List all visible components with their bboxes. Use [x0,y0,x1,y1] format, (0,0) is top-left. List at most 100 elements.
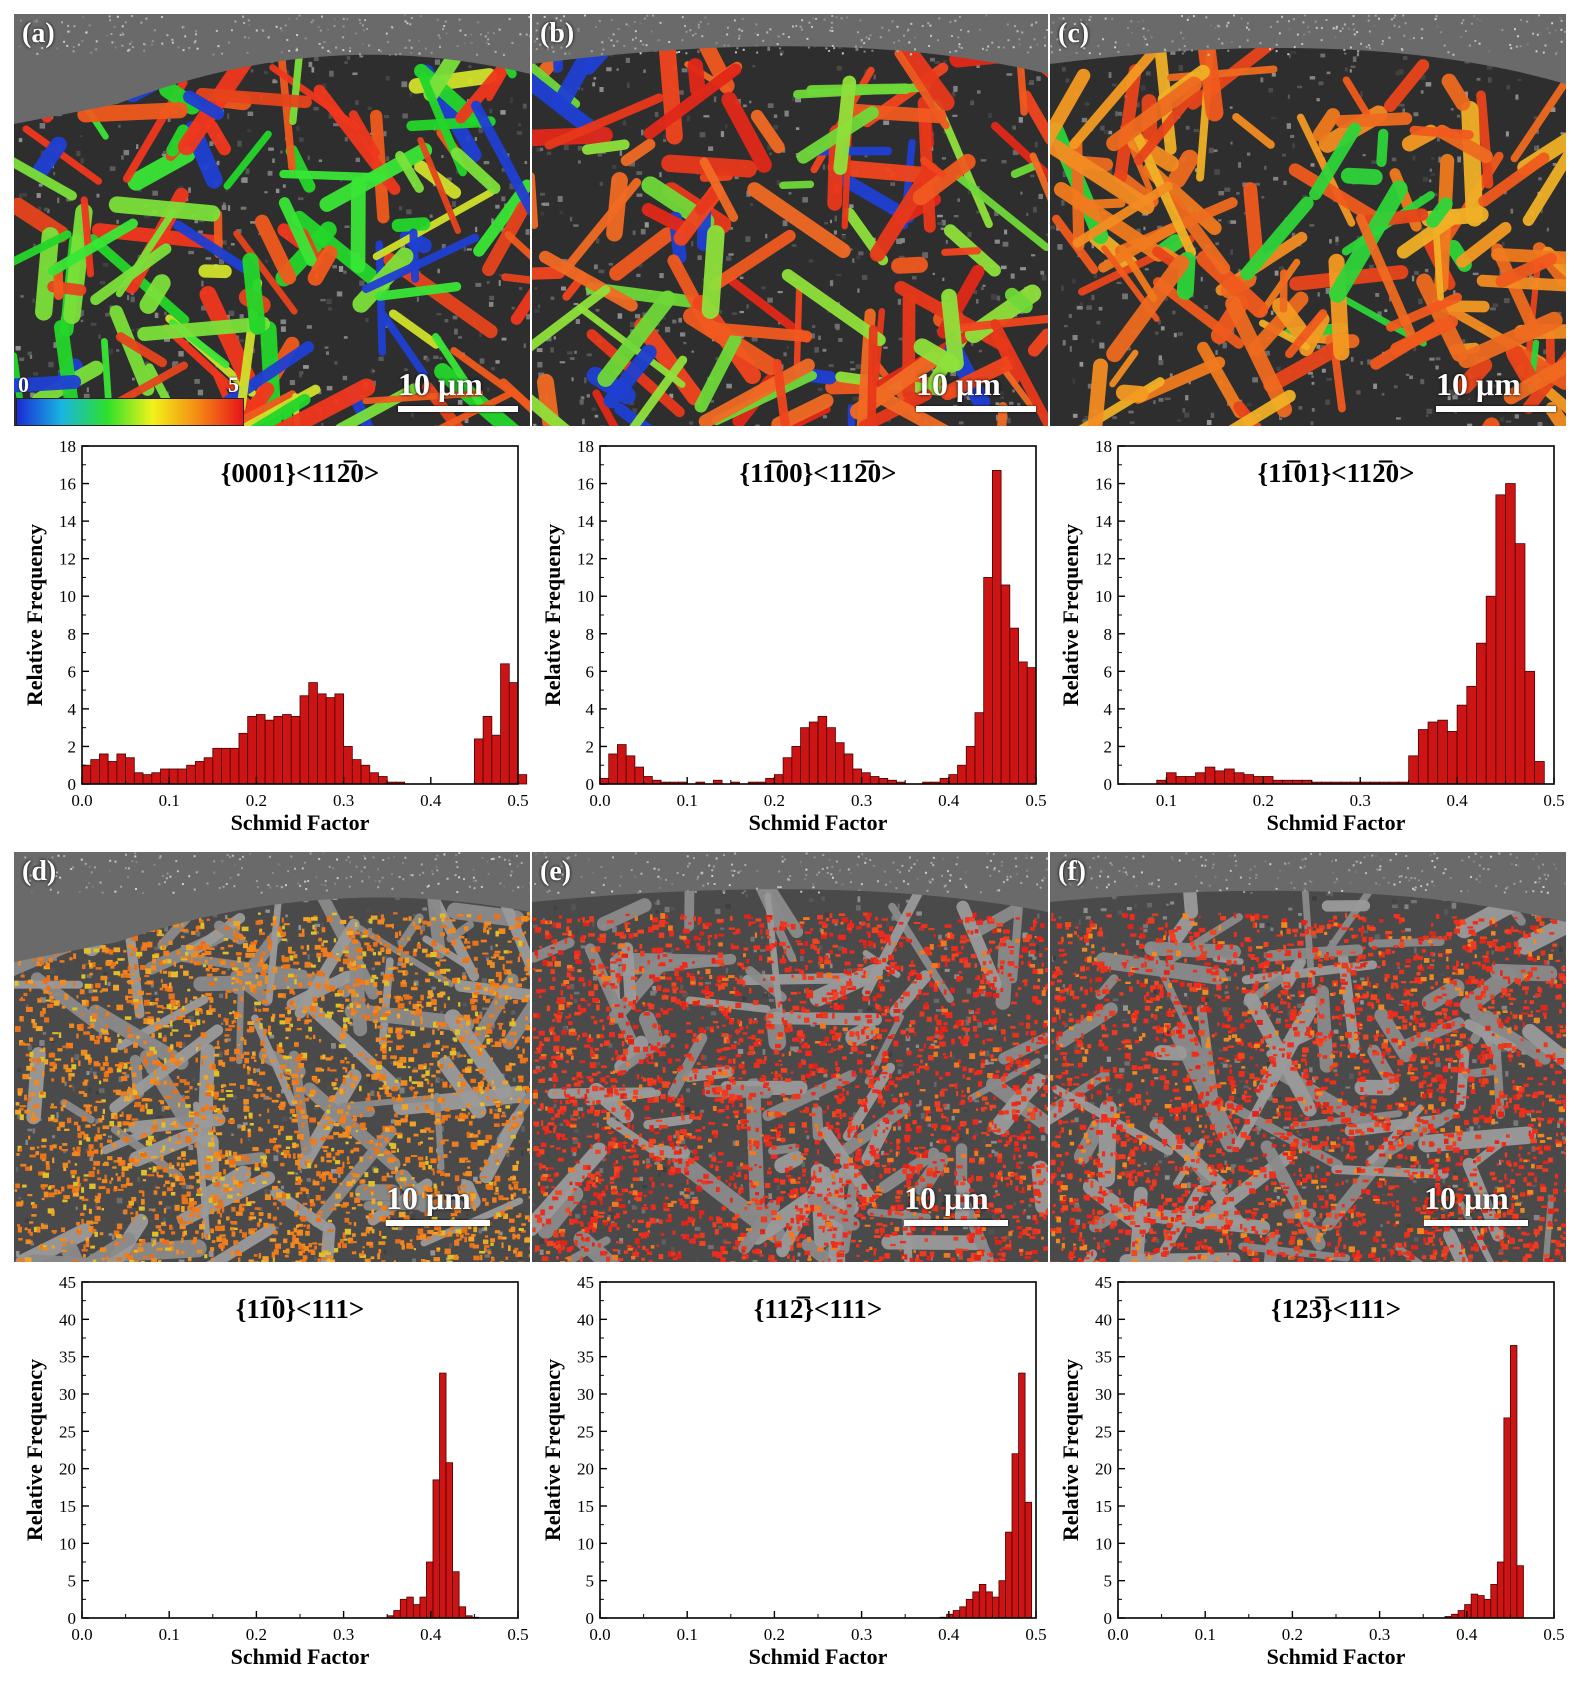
chart-title: {11̅0}<111> [236,1294,365,1324]
histogram-bar [1516,1565,1524,1619]
y-axis-label: Relative Frequency [1058,524,1083,706]
histogram-bar [369,772,379,785]
y-tick-label: 15 [577,1497,594,1516]
panel-label-b: (b) [540,18,575,49]
histogram-bar [791,746,801,785]
histogram-bar [308,682,318,785]
histogram-bar [107,761,118,785]
y-axis-label: Relative Frequency [540,524,565,706]
y-tick-label: 10 [577,1534,594,1553]
chart-title: {123̅}<111> [1271,1294,1401,1324]
histogram-bar [116,753,126,785]
x-tick-label: 0.3 [1369,1625,1390,1644]
histogram-bar [983,577,993,785]
y-tick-label: 30 [577,1385,594,1404]
histogram-bar [1447,731,1458,785]
histogram-bar [972,1591,980,1619]
y-tick-label: 14 [577,512,595,531]
x-tick-label: 0.5 [1543,791,1564,810]
x-tick-label: 0.2 [764,1625,785,1644]
histogram-bar [1243,774,1255,785]
histogram-bar [957,764,967,785]
histogram-bar [1477,1595,1485,1619]
scale-bar-label-c: 10 μm [1436,366,1521,402]
histogram-bar [773,774,784,785]
histogram-bar [186,764,196,785]
histogram-bar [965,746,976,785]
x-tick-label: 0.5 [1025,791,1046,810]
histogram-bar [458,1606,467,1619]
y-tick-label: 10 [577,587,594,606]
histogram-bar [273,715,283,785]
histogram-bar [445,1462,453,1619]
x-tick-label: 0.0 [1107,1625,1128,1644]
histogram-bar [194,761,205,785]
bars [1444,1345,1524,1619]
chart-title: {11̅01}<112̅0> [1257,458,1414,488]
histogram-bar [325,697,336,785]
y-tick-label: 8 [1104,625,1113,644]
y-tick-label: 20 [1095,1460,1112,1479]
histogram-bcc-112-slip: 0 5 10 15 20 25 30 35 40 45 0.0 0.1 0.2 0.3 0.4 0.5 {112… [540,1273,1047,1669]
histogram-bar [482,715,493,785]
x-tick-label: 0.0 [71,1625,92,1644]
histogram-bar [517,774,528,785]
panel-label-c: (c) [1058,18,1090,49]
x-tick-label: 0.3 [333,1625,354,1644]
histogram-bar [1456,704,1468,785]
y-tick-label: 8 [586,625,595,644]
histogram-bar [1018,661,1028,785]
histogram-bar [1476,642,1487,785]
x-tick-label: 0.2 [1282,1625,1303,1644]
y-tick-label: 0 [68,1609,77,1628]
x-tick-label: 0.1 [1195,1625,1216,1644]
scale-bar-d [386,1220,490,1226]
histogram-bar [1224,768,1235,785]
y-tick-label: 18 [1095,437,1112,456]
y-tick-label: 10 [59,1534,76,1553]
bars [1156,483,1545,785]
histogram-bar [1000,584,1011,785]
y-tick-label: 20 [577,1460,594,1479]
scale-bar-label-f: 10 μm [1424,1180,1509,1216]
x-tick-label: 0.0 [589,791,610,810]
histogram-bar [212,747,222,785]
histogram-bar [974,712,985,785]
histogram-bar [151,772,161,785]
y-tick-label: 45 [577,1273,594,1292]
bars [599,470,1037,785]
histogram-pyramidal-slip: 0 2 4 6 8 10 12 14 16 18 0.1 0.2 0.3 0.4 0.5 {11̅01}<11… [1058,437,1565,835]
y-tick-label: 2 [1104,737,1113,756]
histogram-bar [1464,1604,1472,1619]
y-tick-label: 12 [59,550,76,569]
histogram-bar [99,753,109,785]
x-axis-label: Schmid Factor [231,810,370,835]
histogram-bar [998,1580,1006,1619]
scale-bar-e [904,1220,1008,1226]
bars [939,1372,1033,1619]
y-tick-label: 0 [68,775,77,794]
x-tick-label: 0.1 [677,1625,698,1644]
histogram-bar [491,734,501,785]
y-tick-label: 6 [68,662,77,681]
schmid-map-e: (e) 10 μm [532,852,1048,1262]
histogram-bcc-110-slip: 0 5 10 15 20 25 30 35 40 45 0.0 0.1 0.2 0.3 0.4 0.5 {11̅… [22,1273,529,1669]
histogram-bar [247,715,257,785]
histogram-bar [1466,685,1477,785]
histogram-bar [473,738,484,785]
x-tick-label: 0.0 [589,1625,610,1644]
x-tick-label: 0.4 [938,1625,960,1644]
panel-label-e: (e) [540,856,572,887]
histogram-bar [282,714,292,785]
histogram-bar [617,744,627,785]
histogram-bar [1427,721,1439,785]
histogram-bar [1495,494,1506,785]
histogram-bar [1233,772,1245,785]
histogram-bar [952,1610,961,1619]
y-tick-label: 12 [1095,550,1112,569]
histogram-bar [238,732,249,785]
y-tick-label: 16 [1095,475,1112,494]
y-axis-label: Relative Frequency [1058,1359,1083,1541]
y-tick-label: 5 [68,1572,77,1591]
y-tick-label: 18 [577,437,594,456]
